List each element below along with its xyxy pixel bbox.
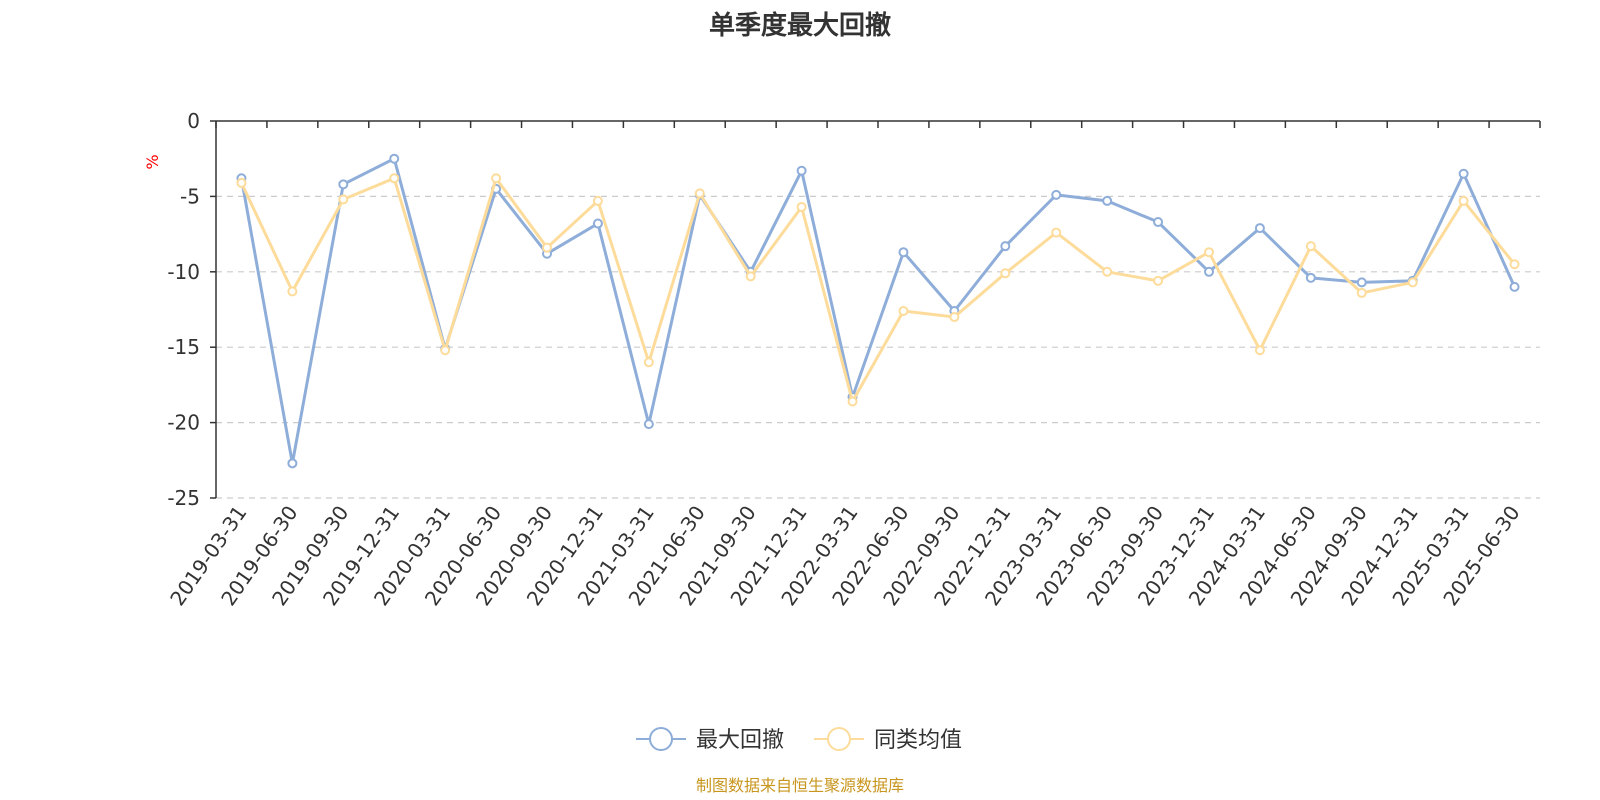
data-point	[898, 306, 909, 317]
data-point	[338, 179, 349, 190]
data-point	[1407, 277, 1418, 288]
data-point	[1305, 241, 1316, 252]
data-point	[1305, 272, 1316, 283]
data-point	[643, 357, 654, 368]
data-point	[592, 218, 603, 229]
legend-label: 最大回撤	[696, 728, 784, 753]
chart-title: 单季度最大回撤	[709, 10, 891, 41]
axes	[210, 120, 1541, 499]
y-tick-label: -15	[167, 335, 200, 359]
data-point	[338, 194, 349, 205]
legend-marker	[827, 727, 851, 751]
y-axis-unit: %	[143, 154, 162, 169]
data-point	[898, 247, 909, 258]
data-point	[592, 195, 603, 206]
data-point	[694, 188, 705, 199]
data-point	[796, 201, 807, 212]
data-point	[1102, 195, 1113, 206]
data-point	[1000, 268, 1011, 279]
data-point	[1153, 275, 1164, 286]
data-point	[949, 312, 960, 323]
data-point	[847, 396, 858, 407]
series-2	[236, 173, 1520, 407]
data-point	[1102, 266, 1113, 277]
data-point	[1509, 259, 1520, 270]
y-tick-label: -25	[167, 486, 200, 510]
data-point	[440, 345, 451, 356]
legend[interactable]: 最大回撤 同类均值	[636, 727, 962, 753]
data-point	[1204, 247, 1214, 258]
series-lines	[236, 153, 1520, 469]
data-point	[1458, 168, 1469, 179]
data-point	[389, 173, 400, 184]
y-tick-labels: 0 -5 -10 -15 -20 -25	[167, 109, 200, 510]
data-point	[236, 177, 247, 188]
data-point	[491, 173, 502, 184]
data-point	[1509, 281, 1520, 292]
data-point	[796, 165, 807, 176]
y-tick-label: -10	[167, 260, 200, 284]
y-tick-label: -5	[180, 184, 200, 208]
legend-marker	[649, 727, 673, 751]
y-tick-label: 0	[187, 109, 200, 133]
legend-label: 同类均值	[874, 728, 962, 753]
data-point	[745, 271, 756, 282]
data-point	[1153, 217, 1164, 228]
data-point	[1458, 195, 1469, 206]
y-tick-label: -20	[167, 411, 200, 435]
legend-item-2[interactable]: 同类均值	[814, 727, 962, 753]
series-1	[236, 153, 1520, 469]
data-point	[1051, 189, 1062, 200]
legend-item-1[interactable]: 最大回撤	[636, 727, 784, 753]
data-point	[287, 286, 298, 297]
data-point	[287, 458, 298, 469]
data-point	[1356, 277, 1367, 288]
data-point	[1356, 287, 1367, 298]
source-note: 制图数据来自恒生聚源数据库	[696, 776, 904, 795]
data-point	[1204, 266, 1214, 277]
series-line	[240, 176, 1516, 403]
x-tick-labels: 2019-03-312019-06-302019-09-302019-12-31…	[165, 501, 1524, 610]
data-point	[1254, 345, 1265, 356]
data-point	[389, 153, 400, 164]
data-point	[1000, 241, 1011, 252]
data-point	[542, 242, 552, 253]
data-point	[1254, 223, 1265, 234]
data-point	[643, 419, 654, 430]
grid-lines	[216, 195, 1540, 499]
data-point	[1051, 227, 1062, 238]
